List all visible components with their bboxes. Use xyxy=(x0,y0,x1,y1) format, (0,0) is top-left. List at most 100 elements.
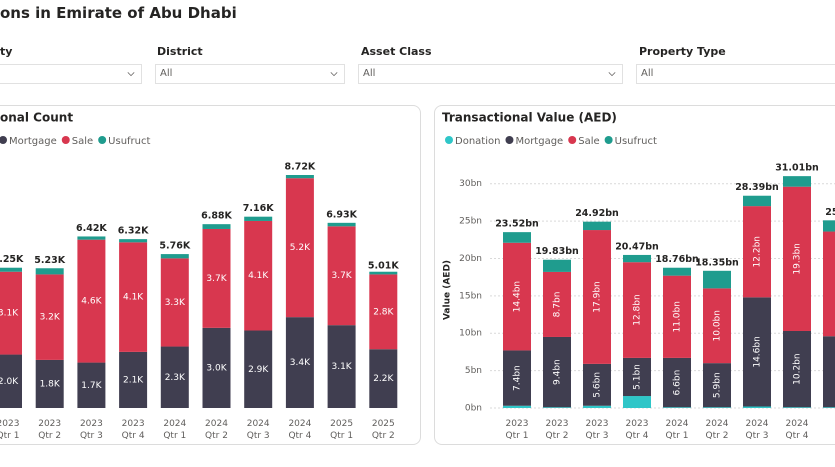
y-tick-label: 30bn xyxy=(459,179,482,189)
value-label: 12.2bn xyxy=(753,236,763,267)
bar-segment xyxy=(369,349,398,408)
bar-segment xyxy=(783,186,811,331)
bar-segment xyxy=(583,230,611,364)
filter-label: Asset Class xyxy=(361,45,432,58)
x-tick-label: 2023 Qtr 2 xyxy=(38,419,62,441)
x-tick-label: 2024 Qtr 3 xyxy=(745,419,769,441)
filter-value: All xyxy=(160,68,173,79)
bar-segment xyxy=(543,271,571,337)
legend-swatch xyxy=(61,136,70,144)
y-axis-title: Value (AED) xyxy=(443,260,453,320)
bar-segment xyxy=(285,317,314,408)
bar-segment xyxy=(77,362,106,408)
bar-segment xyxy=(823,407,835,408)
legend-swatch xyxy=(604,136,613,144)
value-label: 4.6K xyxy=(81,297,102,307)
value-label: 5.9bn xyxy=(713,372,723,398)
value-label: 2.2K xyxy=(373,374,394,384)
bar-segment xyxy=(503,232,531,243)
chart-title: onal Count xyxy=(0,111,73,125)
bar-segment xyxy=(369,274,398,350)
value-label: 3.0K xyxy=(206,363,227,373)
value-label: 7.4bn xyxy=(513,365,523,391)
bar-segment xyxy=(327,226,356,326)
legend-swatch xyxy=(568,136,577,144)
x-tick-label: 2023 Qtr 3 xyxy=(585,419,609,441)
x-tick-label: 2023 Qtr 1 xyxy=(0,419,20,441)
filter-dropdown[interactable]: All xyxy=(358,64,623,84)
y-tick-label: 20bn xyxy=(459,254,482,264)
value-label: 3.7K xyxy=(206,274,227,284)
bar-segment xyxy=(543,407,571,408)
chart-title: Transactional Value (AED) xyxy=(442,111,617,125)
bar-segment xyxy=(623,357,651,397)
bar-segment xyxy=(202,228,231,328)
bar-segment xyxy=(160,346,189,408)
x-tick-label: 2023 Qtr 1 xyxy=(505,419,529,441)
total-label: 8.72K xyxy=(284,162,315,173)
bar-segment xyxy=(583,221,611,231)
value-label: 17.9bn xyxy=(593,281,603,312)
bar-segment xyxy=(160,254,189,259)
x-tick-label: 2023 Qtr 2 xyxy=(545,419,569,441)
total-label: 5.01K xyxy=(368,261,399,272)
bar-segment xyxy=(703,270,731,289)
value-label: 14.6bn xyxy=(753,336,763,367)
bar-segment xyxy=(823,220,835,232)
value-label: 8.7bn xyxy=(553,292,563,318)
bar-segment xyxy=(783,176,811,187)
x-tick-label: 2024 Qtr 1 xyxy=(163,419,187,441)
legend-swatch xyxy=(0,136,7,144)
bar-segment xyxy=(35,274,64,360)
x-tick-label: 2025 Qtr 2 xyxy=(371,419,395,441)
x-tick-label: 2023 Qtr 3 xyxy=(79,419,103,441)
filter-dropdown[interactable]: All xyxy=(155,64,345,84)
y-tick-label: 25bn xyxy=(459,217,482,227)
bar-segment xyxy=(77,239,106,363)
bar-segment xyxy=(783,330,811,408)
bar-segment xyxy=(703,288,731,364)
bar-segment xyxy=(623,396,651,408)
bar-segment xyxy=(244,220,273,331)
total-label: 20.47bn xyxy=(615,241,659,252)
value-label: 1.8K xyxy=(40,379,61,389)
filter-dropdown[interactable] xyxy=(0,64,142,84)
filter-dropdown[interactable]: All xyxy=(636,64,835,84)
bar-segment xyxy=(743,206,771,298)
bar-segment xyxy=(823,231,835,337)
x-tick-label: 2025 Qtr 1 xyxy=(330,419,354,441)
total-label: 6.93K xyxy=(326,209,357,220)
value-label: 3.1K xyxy=(331,362,352,372)
bar-segment xyxy=(244,216,273,221)
bar-segment xyxy=(35,268,64,275)
value-label: 6.6bn xyxy=(673,370,683,396)
value-label: 11.0bn xyxy=(673,301,683,332)
total-label: 6.42K xyxy=(76,223,107,234)
legend-label: Usufruct xyxy=(615,136,657,147)
bar-segment xyxy=(35,359,64,408)
x-tick-label: 2024 Qtr 4 xyxy=(785,419,809,441)
total-label: 19.83bn xyxy=(535,246,579,257)
bar-segment xyxy=(202,327,231,408)
bar-segment xyxy=(202,224,231,229)
total-label: 18.76bn xyxy=(655,254,699,265)
filter-label: ty xyxy=(0,45,13,58)
filter-label: District xyxy=(157,45,203,58)
value-label: 2.1K xyxy=(123,375,144,385)
bar-segment xyxy=(285,178,314,318)
bar-segment xyxy=(663,275,691,358)
legend-label: Donation xyxy=(455,136,500,147)
value-label: 1.7K xyxy=(81,381,102,391)
filter-value: All xyxy=(363,68,376,79)
page-title: ons in Emirate of Abu Dhabi xyxy=(0,4,237,22)
value-label: 12.8bn xyxy=(633,294,643,325)
bar-segment xyxy=(703,407,731,408)
legend-label: Mortgage xyxy=(515,136,563,147)
bar-segment xyxy=(783,407,811,408)
bar-segment xyxy=(823,336,835,408)
y-tick-label: 0bn xyxy=(465,404,482,414)
bar-segment xyxy=(743,195,771,207)
value-label: 14.4bn xyxy=(513,281,523,312)
